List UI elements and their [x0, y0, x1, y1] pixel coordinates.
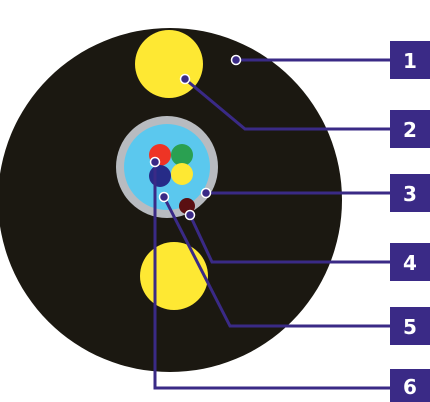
callout-box-4: [390, 243, 430, 281]
loose-tube-gel: [124, 124, 210, 210]
callout-box-2: [390, 110, 430, 148]
leader-dot-6: [149, 156, 161, 168]
leader-lines: [153, 58, 390, 390]
leader-line-6: [153, 162, 390, 390]
callout-label-2: 2: [403, 118, 417, 142]
fiber-blue: [149, 165, 171, 187]
leader-dot-5: [158, 191, 170, 203]
callout-box-5: [390, 307, 430, 345]
leader-dot-2: [179, 73, 191, 85]
leader-dot-3: [200, 187, 212, 199]
leader-dots: [149, 54, 242, 221]
callout-3: 3: [390, 174, 430, 212]
callout-label-4: 4: [403, 251, 417, 275]
callout-box-1: [390, 41, 430, 79]
leader-line-2: [184, 77, 390, 131]
callout-4: 4: [390, 243, 430, 281]
leader-dot-4: [184, 209, 196, 221]
callout-label-6: 6: [403, 375, 417, 399]
strength-member-bottom: [140, 242, 208, 310]
callout-6: 6: [390, 369, 430, 402]
callout-2: 2: [390, 110, 430, 148]
leader-line-5: [162, 196, 390, 328]
callout-box-6: [390, 369, 430, 402]
leader-line-4: [188, 214, 390, 264]
leader-dot-1: [230, 54, 242, 66]
fiber-green: [171, 144, 193, 166]
callout-box-3: [390, 174, 430, 212]
callout-label-3: 3: [403, 182, 417, 206]
callout-5: 5: [390, 307, 430, 345]
callout-label-1: 1: [403, 49, 417, 73]
callout-label-5: 5: [403, 315, 417, 339]
strength-member-top: [135, 30, 203, 98]
fiber-yellow: [171, 163, 193, 185]
callout-1: 1: [390, 41, 430, 79]
